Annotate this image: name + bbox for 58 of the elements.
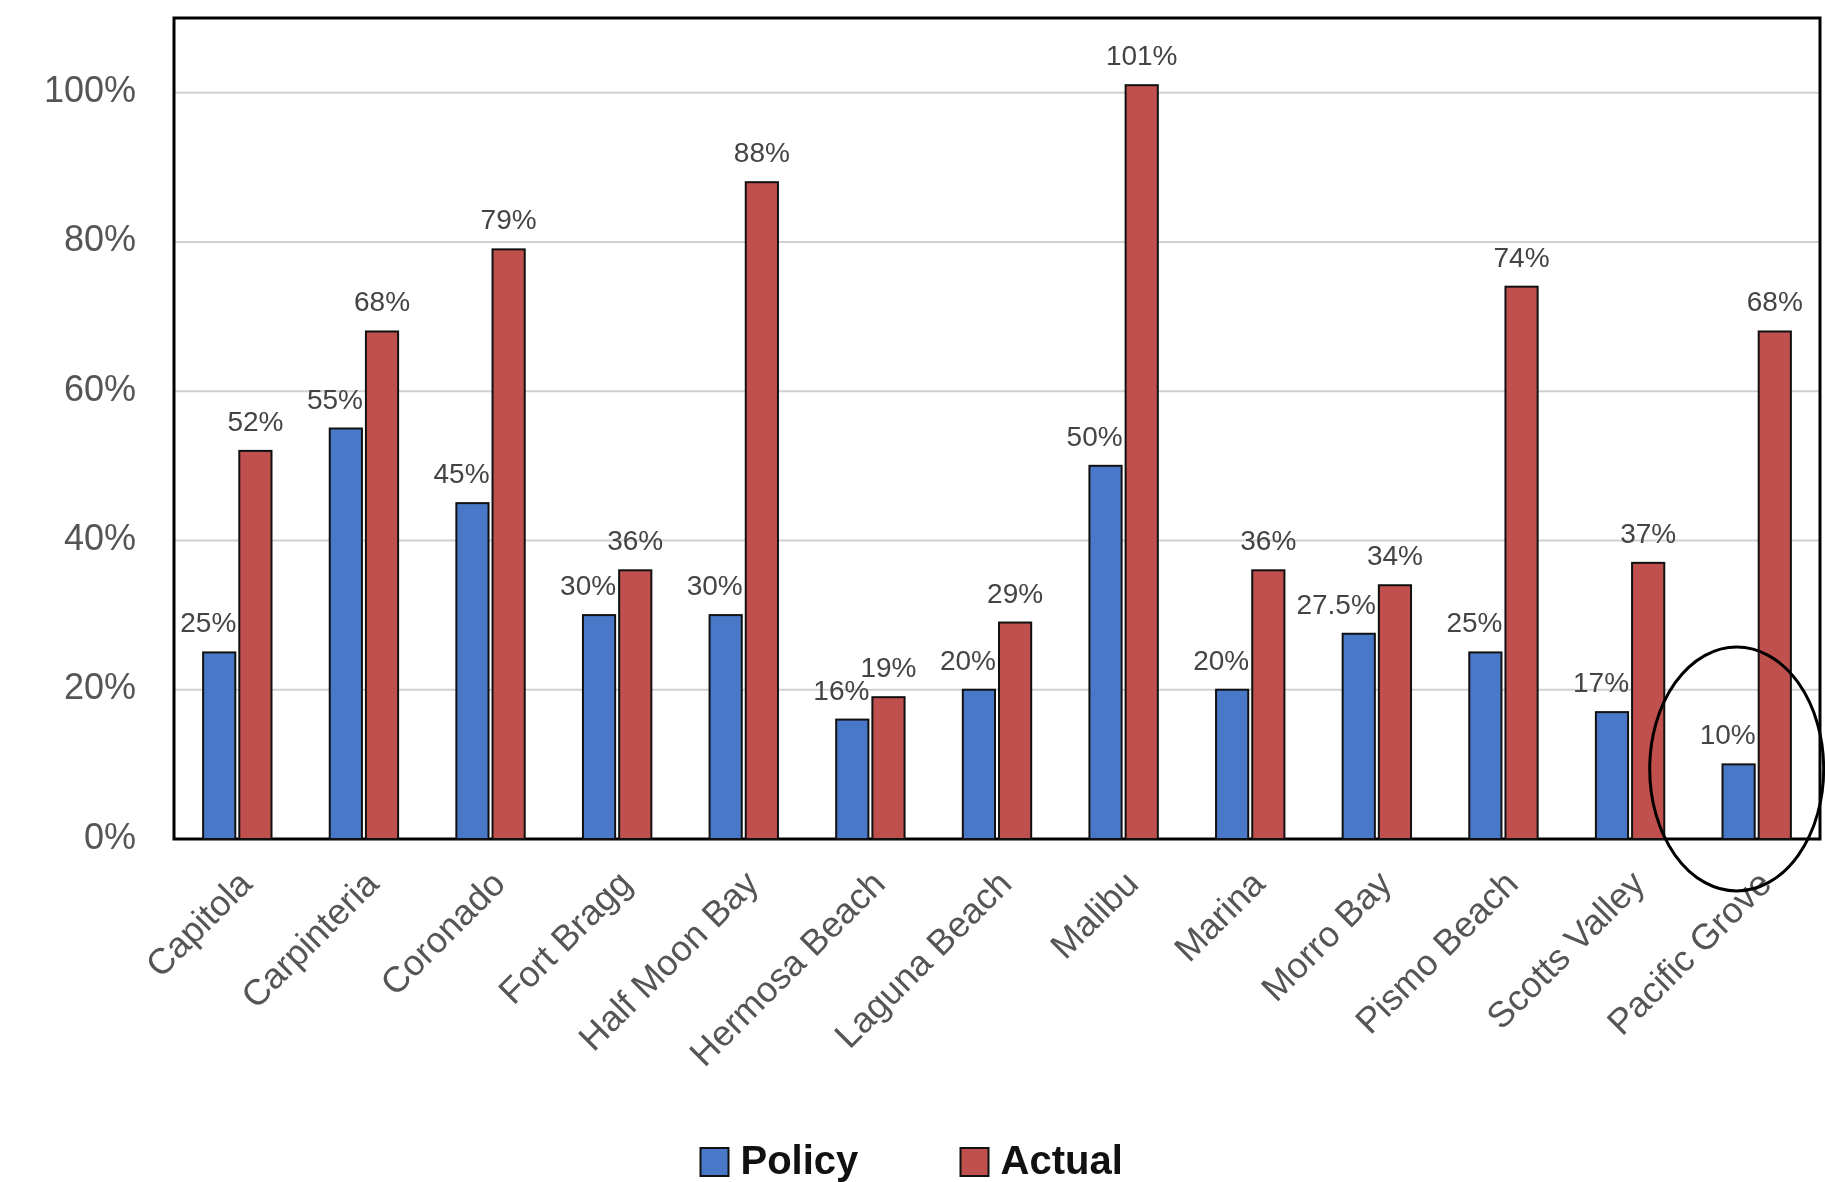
data-label: 45%: [433, 458, 490, 490]
data-label: 79%: [480, 204, 537, 236]
data-label: 25%: [180, 607, 237, 639]
bar: [708, 614, 743, 840]
bar: [1377, 584, 1413, 840]
data-label: 68%: [1746, 286, 1803, 318]
y-tick-label: 40%: [63, 516, 136, 558]
bar: [491, 248, 526, 840]
y-tick-label: 60%: [63, 367, 136, 409]
data-label: 30%: [686, 570, 743, 602]
bar: [1721, 763, 1756, 840]
bar: [238, 449, 273, 840]
data-label: 37%: [1620, 517, 1677, 549]
bar: [455, 502, 490, 840]
bar: [618, 569, 653, 840]
bar: [1124, 84, 1159, 840]
y-tick-label: 20%: [63, 666, 136, 708]
data-label: 50%: [1066, 420, 1123, 452]
data-label: 29%: [987, 577, 1044, 609]
data-label: 36%: [1240, 525, 1297, 557]
data-label: 27.5%: [1296, 588, 1376, 620]
bar: [364, 330, 400, 840]
bar: [1757, 330, 1792, 840]
data-label: 34%: [1366, 540, 1423, 572]
y-tick-label: 100%: [43, 69, 136, 111]
bar: [1251, 569, 1286, 840]
bar: [835, 718, 870, 840]
bar: [1088, 464, 1123, 840]
data-label: 17%: [1573, 667, 1630, 699]
bar: [744, 181, 779, 840]
data-label: 10%: [1699, 719, 1756, 751]
legend-label: Actual: [1000, 1137, 1123, 1182]
bar: [1215, 688, 1250, 840]
legend-label: Policy: [740, 1137, 860, 1182]
bar: [581, 614, 617, 840]
bar: [1631, 561, 1666, 840]
data-label: 20%: [939, 644, 996, 676]
data-label: 52%: [227, 405, 284, 437]
data-label: 74%: [1493, 241, 1550, 273]
data-label: 36%: [607, 525, 664, 557]
data-label: 55%: [306, 383, 363, 415]
y-tick-label: 80%: [63, 218, 136, 260]
bar: [961, 688, 996, 840]
data-label: 101%: [1105, 40, 1178, 72]
bar: [871, 696, 906, 840]
data-label: 30%: [560, 570, 617, 602]
bar: [1341, 632, 1376, 840]
bar: [1468, 651, 1503, 840]
data-label: 88%: [733, 137, 790, 169]
data-label: 20%: [1193, 644, 1250, 676]
bar: [202, 651, 237, 840]
data-label: 68%: [353, 286, 411, 318]
data-label: 25%: [1446, 607, 1503, 639]
y-tick-label: 0%: [83, 815, 136, 857]
bar: [328, 427, 363, 840]
bar: [1504, 285, 1539, 840]
bar: [1594, 711, 1630, 840]
bar: [998, 621, 1033, 840]
